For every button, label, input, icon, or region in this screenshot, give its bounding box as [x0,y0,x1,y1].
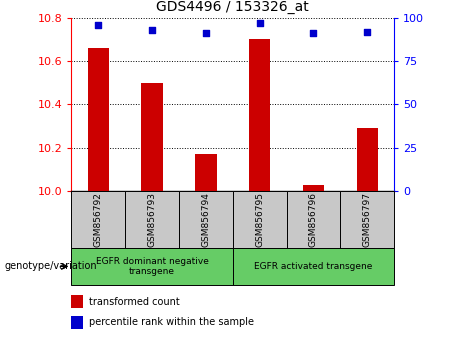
Bar [71,191,125,248]
Bar [340,191,394,248]
Text: GSM856793: GSM856793 [148,192,157,247]
Text: EGFR dominant negative
transgene: EGFR dominant negative transgene [96,257,208,276]
Bar [195,154,217,191]
Text: GSM856796: GSM856796 [309,192,318,247]
Text: GSM856794: GSM856794 [201,192,210,247]
Bar [287,191,340,248]
Bar [356,128,378,191]
Point [148,27,156,33]
Text: GSM856795: GSM856795 [255,192,264,247]
Bar [142,83,163,191]
Bar [71,248,233,285]
Bar [233,248,394,285]
Point [256,20,263,26]
Point [202,30,210,36]
Bar [71,316,83,329]
Text: GSM856792: GSM856792 [94,192,103,247]
Text: transformed count: transformed count [89,297,180,307]
Text: genotype/variation: genotype/variation [5,261,97,272]
Bar [233,191,287,248]
Text: EGFR activated transgene: EGFR activated transgene [254,262,372,271]
Bar [179,191,233,248]
Point [364,29,371,34]
Bar [125,191,179,248]
Point [310,30,317,36]
Bar [88,48,109,191]
Point [95,22,102,28]
Bar [303,185,324,191]
Bar [71,295,83,308]
Text: percentile rank within the sample: percentile rank within the sample [89,317,254,327]
Title: GDS4496 / 153326_at: GDS4496 / 153326_at [156,0,309,14]
Bar [249,39,271,191]
Text: GSM856797: GSM856797 [363,192,372,247]
